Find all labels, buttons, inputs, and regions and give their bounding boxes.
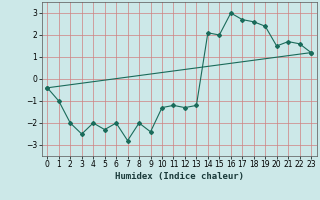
X-axis label: Humidex (Indice chaleur): Humidex (Indice chaleur) <box>115 172 244 181</box>
